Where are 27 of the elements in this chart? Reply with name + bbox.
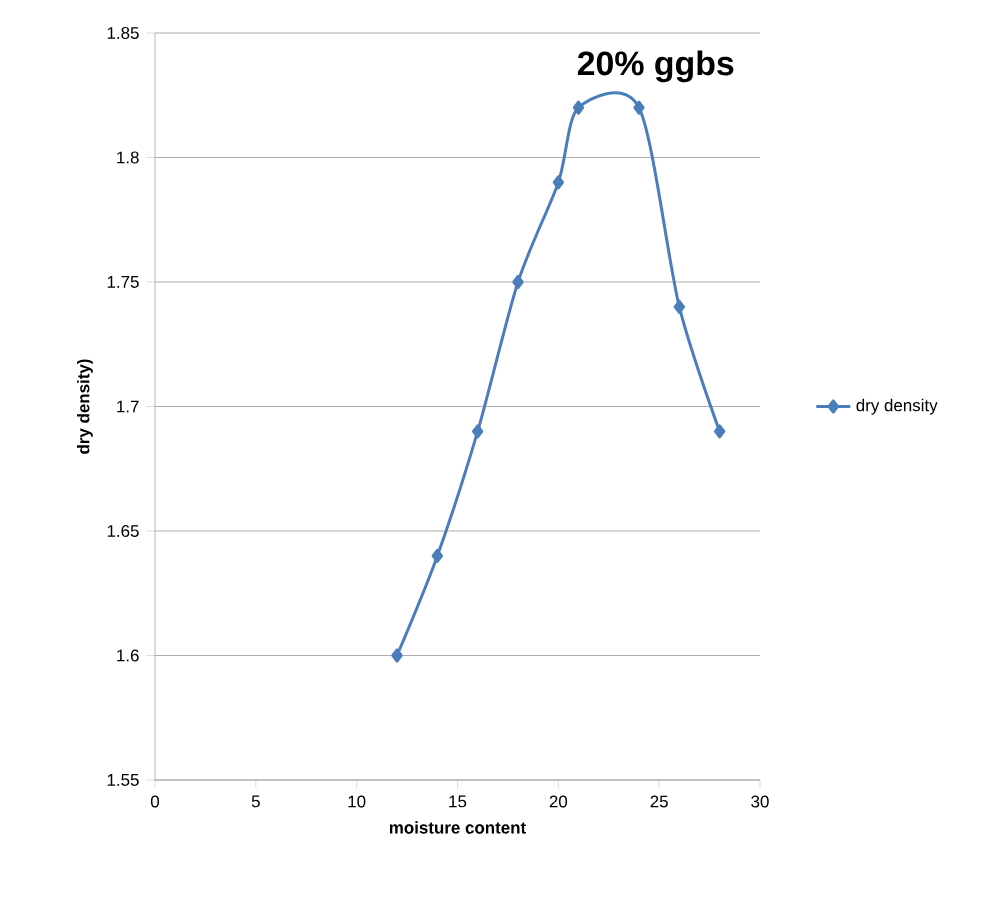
point — [512, 274, 524, 290]
y-tick-label: 1.85 — [107, 27, 139, 39]
y-tick-label: 1.55 — [107, 774, 139, 786]
legend-label: dry density — [856, 398, 938, 415]
y-tick-label: 1.7 — [117, 400, 139, 413]
x-tick-label: 20 — [549, 795, 568, 808]
x-tick-label: 5 — [251, 795, 260, 808]
x-axis-title: moisture content — [389, 821, 526, 834]
point — [431, 548, 444, 563]
y-tick-label: 1.8 — [117, 151, 139, 164]
point — [471, 424, 484, 439]
y-axis-title: dry density) — [77, 359, 93, 454]
point — [572, 100, 585, 115]
x-tick-label: 30 — [751, 795, 769, 808]
y-tick-label: 1.75 — [107, 276, 139, 288]
y-tick-label: 1.6 — [117, 649, 139, 662]
point — [552, 175, 565, 190]
y-tick-label: 1.65 — [107, 525, 139, 537]
point — [633, 100, 645, 115]
chart-title: 20% ggbs — [577, 50, 734, 83]
x-tick-label: 10 — [348, 795, 366, 808]
x-tick-label: 15 — [449, 795, 467, 808]
point — [673, 299, 686, 314]
x-tick-label: 0 — [150, 795, 160, 808]
point — [391, 648, 403, 663]
x-tick-label: 25 — [650, 795, 668, 808]
point — [713, 424, 726, 439]
